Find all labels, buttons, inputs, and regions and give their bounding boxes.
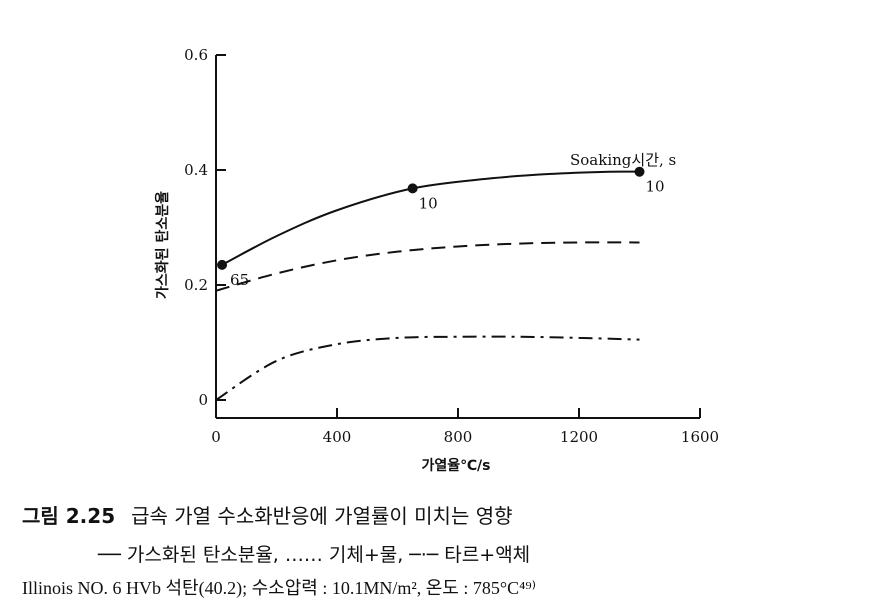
- data-point-label: 10: [419, 194, 438, 212]
- soaking-time-annotation: Soaking시간, s: [570, 151, 676, 169]
- series-layer: [215, 170, 640, 401]
- x-tick-label: 0: [211, 428, 221, 446]
- figure-title: 급속 가열 수소화반응에 가열률이 미치는 영향: [131, 504, 513, 528]
- data-point-marker: [634, 166, 645, 177]
- figure-legend: ── 가스화된 탄소분율, …… 기체+물, ─·─ 타르+액체: [98, 544, 531, 566]
- figure-number: 그림 2.25: [22, 504, 116, 528]
- data-point-marker: [217, 259, 228, 270]
- chart: 0 0.2 0.4 0.6 0 400 800 1200 1600 65 10 10 Soaking…: [154, 46, 719, 474]
- figure-caption: 그림 2.25 급속 가열 수소화반응에 가열률이 미치는 영향: [22, 500, 513, 529]
- marker-layer: 65 10 10: [217, 166, 665, 289]
- x-tick-label: 400: [323, 428, 352, 446]
- data-point-label: 10: [646, 178, 665, 196]
- x-tick-label: 800: [444, 428, 473, 446]
- x-axis-label: 가열율℃/s: [421, 457, 490, 474]
- data-point-label: 65: [230, 271, 249, 289]
- y-tick-label: 0: [198, 391, 208, 409]
- figure-note: Illinois NO. 6 HVb 석탄(40.2); 수소압력 : 10.1…: [22, 578, 537, 598]
- series-line-dashed: [215, 241, 640, 292]
- series-line-dash-dot: [215, 335, 640, 401]
- tick-marks: 0 0.2 0.4 0.6 0 400 800 1200 1600: [184, 46, 719, 446]
- axes: [215, 55, 700, 419]
- y-tick-label: 0.4: [184, 161, 208, 179]
- y-tick-label: 0.2: [184, 276, 208, 294]
- series-line-solid: [221, 170, 640, 266]
- x-tick-label: 1200: [560, 428, 598, 446]
- x-tick-label: 1600: [681, 428, 719, 446]
- data-point-marker: [407, 183, 418, 194]
- y-tick-label: 0.6: [184, 46, 208, 64]
- y-axis-label: 가스화된 탄소분율: [154, 191, 171, 299]
